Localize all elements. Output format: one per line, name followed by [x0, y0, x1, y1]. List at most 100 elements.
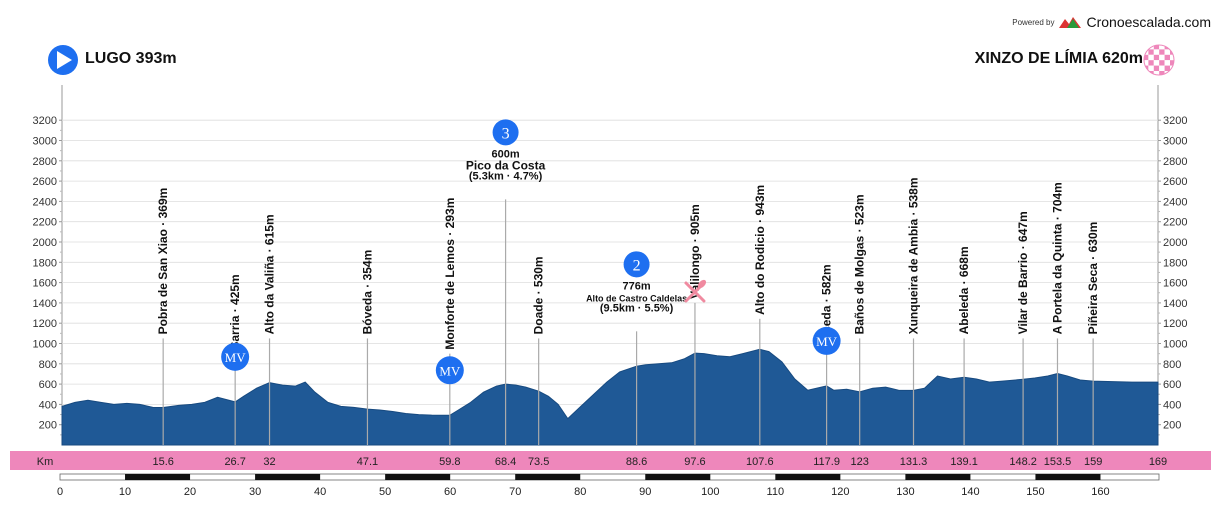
y-tick-label-right: 3200 — [1163, 115, 1187, 127]
pass-label-0: Pobra de San Xiao · 369m — [156, 188, 170, 335]
y-tick-label-right: 600 — [1163, 379, 1181, 391]
start-label: LUGO 393m — [85, 50, 177, 67]
pass-label-2: Alto da Valiña · 615m — [263, 214, 277, 334]
x-tick-label: 130 — [896, 486, 914, 498]
sprint-badge-label-1: MV — [439, 363, 461, 378]
climb-category-badge-0 — [492, 119, 519, 146]
sprint-badge-label-2: MV — [816, 334, 838, 349]
y-tick-label-right: 2200 — [1163, 217, 1187, 229]
pass-label-6: Valilongo · 905m — [688, 204, 702, 299]
km-band-value-5: 68.4 — [495, 456, 516, 468]
km-band-value-7: 88.6 — [626, 456, 647, 468]
km-band-value-4: 59.8 — [439, 456, 460, 468]
pass-label-12: Vilar de Barrio · 647m — [1016, 211, 1030, 334]
y-tick-label-left: 1600 — [33, 278, 57, 290]
x-tick-label: 50 — [379, 486, 391, 498]
scale-bar-segment — [905, 474, 971, 480]
km-band-value-17: 169 — [1149, 456, 1167, 468]
x-tick-label: 20 — [184, 486, 196, 498]
x-tick-label: 160 — [1091, 486, 1109, 498]
climb-category-number-0: 3 — [502, 125, 510, 142]
scale-bar-segment — [125, 474, 191, 480]
km-band-value-12: 131.3 — [900, 456, 928, 468]
climb-altitude-1: 776m — [623, 280, 651, 292]
pass-label-10: Xunqueira de Ambia · 538m — [907, 177, 921, 334]
x-tick-label: 60 — [444, 486, 456, 498]
pass-label-7: Alto do Rodicio · 943m — [753, 185, 767, 315]
finish-label: XINZO DE LÍMIA 620m — [974, 50, 1143, 67]
x-tick-label: 40 — [314, 486, 326, 498]
scale-bar-segment — [255, 474, 321, 480]
y-tick-label-left: 2200 — [33, 217, 57, 229]
y-tick-label-right: 200 — [1163, 420, 1181, 432]
km-band-value-2: 32 — [263, 456, 275, 468]
x-tick-label: 150 — [1026, 486, 1044, 498]
mountain-logo-icon — [1059, 17, 1082, 28]
scale-bar — [59, 473, 1160, 481]
pass-label-4: Monforte de Lemos · 293m — [443, 198, 457, 350]
y-tick-label-left: 1800 — [33, 257, 57, 269]
profile-area — [61, 348, 1159, 446]
scale-bar-segment — [645, 474, 711, 480]
y-tick-label-left: 2600 — [33, 176, 57, 188]
y-tick-label-right: 2400 — [1163, 196, 1187, 208]
start-arrow-icon — [48, 45, 78, 75]
km-band-value-0: 15.6 — [152, 456, 173, 468]
y-tick-label-left: 3000 — [33, 136, 57, 148]
powered-by-text: Powered by — [1012, 17, 1055, 27]
climb-altitude-0: 600m — [492, 148, 520, 160]
y-tick-label-right: 1800 — [1163, 257, 1187, 269]
y-tick-label-right: 1200 — [1163, 318, 1187, 330]
y-tick-label-right: 2800 — [1163, 156, 1187, 168]
km-band-value-10: 117.9 — [813, 456, 840, 468]
x-tick-label: 120 — [831, 486, 849, 498]
x-tick-label: 140 — [961, 486, 979, 498]
y-tick-label-right: 800 — [1163, 359, 1181, 371]
x-tick-label: 80 — [574, 486, 586, 498]
km-band-label: Km — [37, 456, 54, 468]
scale-bar-segment — [775, 474, 841, 480]
pass-label-1: Sarria · 425m — [228, 274, 242, 349]
sprint-badge-1 — [435, 356, 464, 385]
y-tick-label-right: 3000 — [1163, 136, 1187, 148]
y-tick-label-left: 800 — [39, 359, 57, 371]
scale-bar-segment — [385, 474, 451, 480]
y-tick-label-left: 600 — [39, 379, 57, 391]
x-tick-label: 110 — [767, 486, 785, 498]
x-tick-label: 0 — [57, 486, 63, 498]
y-tick-label-left: 3200 — [33, 115, 57, 127]
pass-label-11: Abeleda · 668m — [957, 246, 971, 334]
x-tick-label: 30 — [249, 486, 261, 498]
km-band-value-1: 26.7 — [224, 456, 245, 468]
y-tick-label-left: 2800 — [33, 156, 57, 168]
y-tick-label-left: 1400 — [33, 298, 57, 310]
km-band-value-15: 153.5 — [1044, 456, 1072, 468]
pass-label-9: Baños de Molgas · 523m — [853, 194, 867, 334]
y-tick-label-right: 2000 — [1163, 237, 1187, 249]
y-tick-label-right: 1000 — [1163, 339, 1187, 351]
checkered-flag-icon — [1143, 44, 1175, 76]
climb-name-1: Alto de Castro Caldelas — [586, 293, 687, 303]
x-tick-label: 90 — [639, 486, 651, 498]
km-band-value-14: 148.2 — [1009, 456, 1037, 468]
x-tick-label: 70 — [509, 486, 521, 498]
km-band-value-9: 107.6 — [746, 456, 774, 468]
y-tick-label-right: 1400 — [1163, 298, 1187, 310]
climb-category-number-1: 2 — [633, 257, 641, 274]
brand-link[interactable]: Cronoescalada.com — [1086, 14, 1211, 30]
scale-bar-segment — [515, 474, 581, 480]
pass-label-5: Doade · 530m — [532, 256, 546, 334]
km-band-value-8: 97.6 — [684, 456, 705, 468]
sprint-badge-0 — [221, 342, 250, 371]
sprint-badge-2 — [812, 326, 841, 355]
km-band-value-3: 47.1 — [357, 456, 378, 468]
km-band-value-16: 159 — [1084, 456, 1102, 468]
y-tick-label-left: 1200 — [33, 318, 57, 330]
y-tick-label-left: 1000 — [33, 339, 57, 351]
y-tick-label-left: 400 — [39, 399, 57, 411]
y-tick-label-right: 1600 — [1163, 278, 1187, 290]
y-tick-label-right: 400 — [1163, 399, 1181, 411]
km-band-value-11: 123 — [851, 456, 869, 468]
fork-knife-icon — [684, 279, 707, 303]
